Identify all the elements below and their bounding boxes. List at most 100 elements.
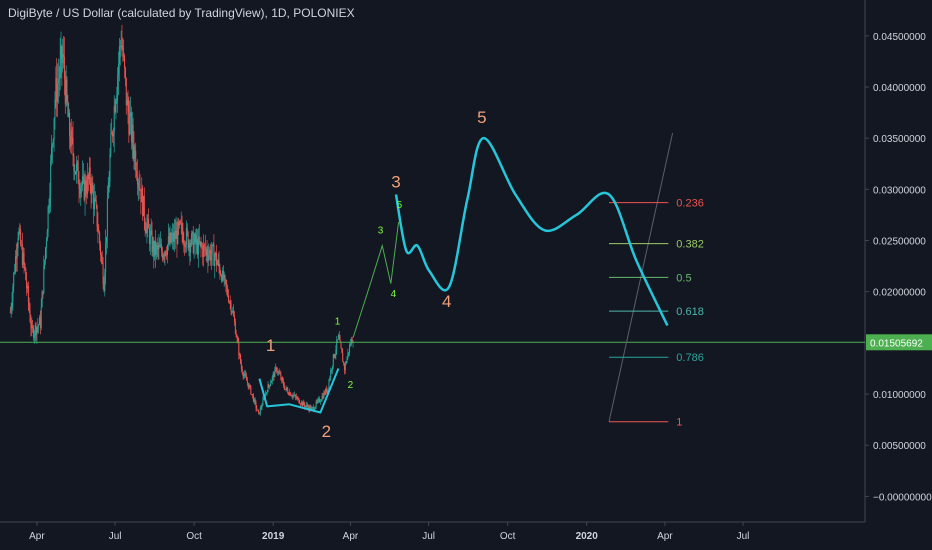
candle-body [146,224,148,234]
candle-body [306,404,308,406]
candle-body [189,242,191,253]
candle-body [92,182,94,192]
candle-body [169,233,171,244]
candle-body [141,187,143,203]
candle-body [174,231,176,239]
candle-body [55,77,57,100]
candle-body [68,112,70,117]
candle-body [108,181,110,192]
y-tick-label: 0.04000000 [873,83,926,94]
candle-body [299,403,301,404]
candle-body [21,244,23,265]
candle-body [155,245,157,255]
candle-body [33,333,35,338]
candle-body [116,94,118,102]
candle-body [80,186,82,194]
candle-body [87,174,89,180]
candle-body [224,275,226,280]
candle-body [36,327,38,336]
candle-body [86,191,88,194]
candle-body [115,101,117,112]
candle-body [119,46,121,47]
candle-body [351,339,353,344]
candle-body [252,395,254,402]
candle-body [140,189,142,203]
candle-body [297,397,299,399]
candle-body [11,301,13,308]
candle-body [337,339,339,341]
candle-body [194,234,196,242]
candle-body [78,183,80,189]
candle-body [279,373,281,375]
x-tick-label: Oct [186,531,202,542]
candle-body [197,236,199,255]
chart-title: DigiByte / US Dollar (calculated by Trad… [8,6,355,20]
candle-body [319,398,321,402]
candle-body [234,316,236,323]
candle-body [180,223,182,224]
candle-body [207,255,209,261]
candle-body [261,405,263,408]
candle-body [345,362,347,364]
candle-body [111,132,113,135]
candle-body [163,255,165,257]
candle-body [67,101,69,117]
candle-body [104,272,106,292]
candle-body [83,177,85,200]
candle-body [17,237,19,249]
candle-body [308,406,310,410]
x-tick-label: Apr [29,531,45,542]
candle-body [69,112,71,137]
candle-body [84,180,86,200]
candle-body [290,395,292,397]
candle-body [51,143,53,147]
candle-body [305,405,307,408]
candle-body [48,206,50,208]
minor-wave-label: 1 [335,316,341,327]
candle-body [137,182,139,185]
elliott-projection-curve [394,136,669,327]
candle-body [282,377,284,382]
candle-body [79,188,81,194]
candle-body [320,400,322,402]
candle-body [270,381,272,384]
candle-body [167,244,169,256]
candle-body [109,154,111,182]
candle-body [97,226,99,232]
candle-body [219,266,221,276]
candle-body [170,233,172,242]
candle-body [242,373,244,377]
candle-body [53,118,55,140]
candle-body [222,270,224,280]
candle-body [257,409,259,411]
candle-body [183,242,185,244]
candle-body [39,317,41,325]
candle-body [13,272,15,287]
candle-body [42,291,44,293]
candle-body [87,174,89,194]
candle-body [27,285,29,303]
candle-body [165,251,167,255]
candle-body [166,254,168,256]
candle-body [255,402,257,409]
candle-body [227,288,229,296]
candle-body [342,352,344,362]
candle-body [321,395,323,401]
candle-body [64,78,66,104]
candle-body [292,395,294,397]
fib-level-label: 0.382 [676,239,704,251]
current-price-label: 0.01505692 [870,338,923,349]
candle-body [230,302,232,312]
candle-body [294,394,296,396]
candle-body [24,263,26,269]
wave2-cup-curve [258,368,340,414]
candle-body [252,393,254,396]
candle-body [134,150,136,159]
candle-body [60,46,62,59]
candle-body [313,408,315,410]
candle-body [85,180,87,192]
candle-body [234,322,236,334]
candle-body [45,247,47,260]
candle-body [135,150,137,172]
